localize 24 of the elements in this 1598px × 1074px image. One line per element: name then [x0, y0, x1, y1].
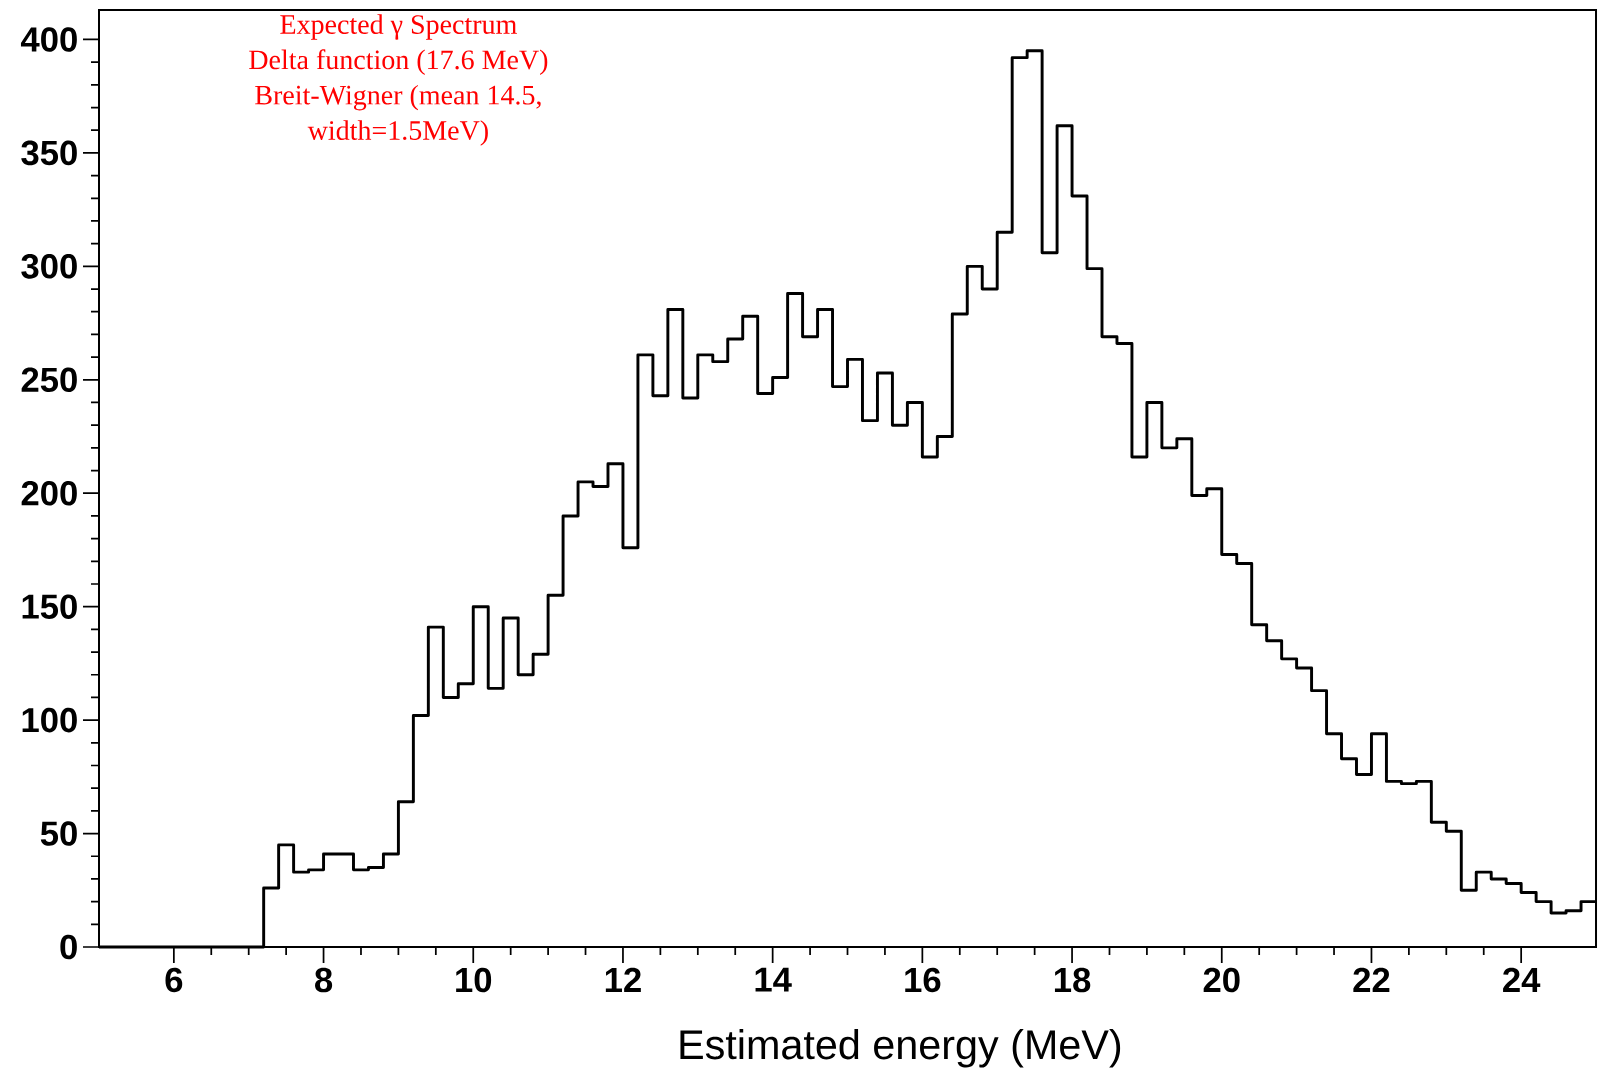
- x-tick-label: 8: [315, 967, 333, 993]
- x-axis-title: Estimated energy (MeV): [680, 1029, 1121, 1068]
- y-tick-label: 400: [20, 27, 77, 52]
- y-tick-label: 100: [22, 707, 77, 733]
- annotation: Breit-Wigner (mean 14.5,: [255, 84, 541, 111]
- x-tick-label: 16: [905, 967, 941, 993]
- y-tick-label: 150: [22, 594, 77, 619]
- y-tick-label: 0: [60, 934, 77, 960]
- annotation: width=1.5MeV): [307, 120, 488, 146]
- y-tick-label: 350: [21, 140, 77, 166]
- y-tick-label: 300: [21, 254, 77, 279]
- y-tick-label: 50: [40, 821, 77, 846]
- x-tick-label: 14: [755, 967, 792, 992]
- x-tick-label: 12: [605, 967, 641, 992]
- y-tick-label: 250: [21, 367, 77, 393]
- x-tick-label: 18: [1054, 967, 1091, 993]
- x-tick-label: 24: [1503, 967, 1541, 992]
- x-tick-label: 20: [1203, 967, 1240, 993]
- annotation: Delta function (17.6 MeV): [249, 49, 548, 75]
- x-tick-label: 10: [456, 967, 492, 993]
- x-tick-label: 6: [165, 967, 183, 993]
- annotation: Expected γ Spectrum: [280, 14, 517, 40]
- x-tick-label: 22: [1353, 967, 1390, 992]
- y-tick-label: 200: [21, 480, 77, 506]
